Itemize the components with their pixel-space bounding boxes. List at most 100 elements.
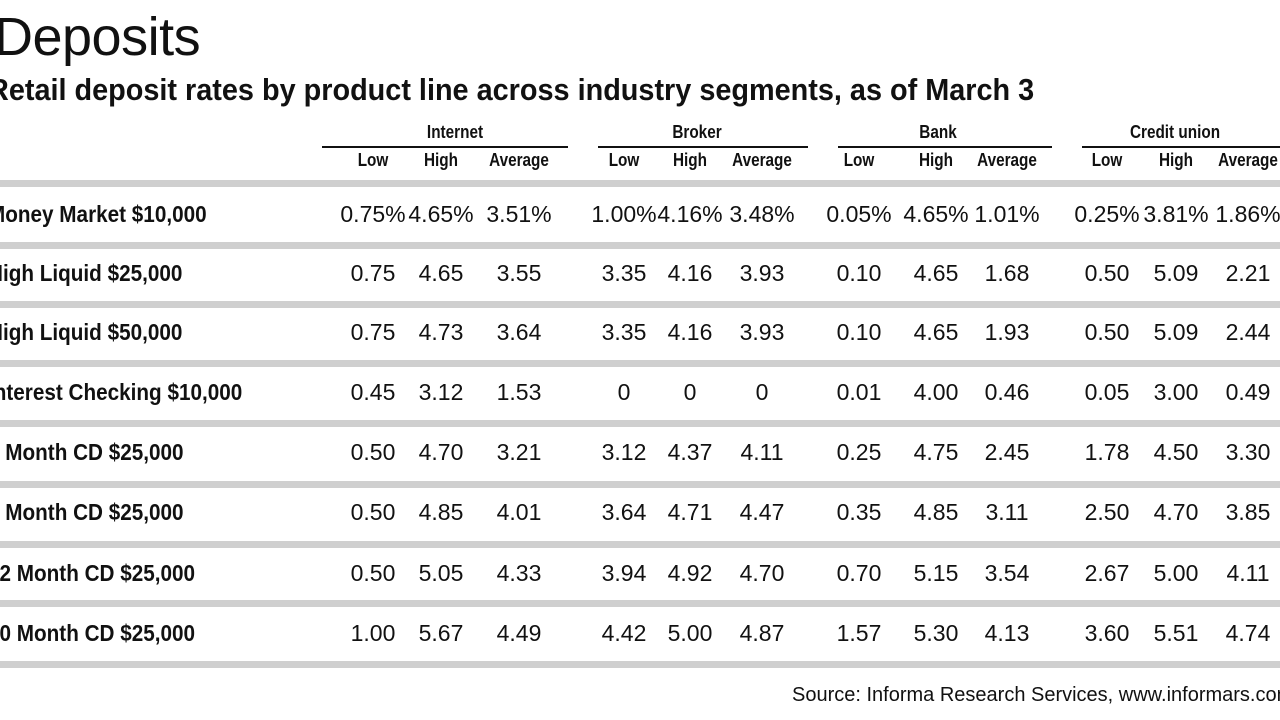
row-divider xyxy=(0,180,1280,187)
table-cell: 0.35 xyxy=(836,499,882,525)
table-cell: 4.16 xyxy=(667,319,713,345)
table-cell: 0.49 xyxy=(1225,379,1271,405)
table-cell: 0.46 xyxy=(984,379,1030,405)
row-divider xyxy=(0,600,1280,607)
table-cell: 5.15 xyxy=(913,560,959,586)
table-cell: 4.16 xyxy=(667,260,713,286)
table-cell: 3.93 xyxy=(739,260,785,286)
row-label: High Liquid $50,000 xyxy=(0,319,183,345)
table-cell: 5.09 xyxy=(1153,319,1199,345)
table-cell: 0 xyxy=(683,379,697,405)
table-cell: 4.73 xyxy=(418,319,464,345)
table-cell: 0.50 xyxy=(350,499,396,525)
table-cell: 0.25 xyxy=(836,439,882,465)
column-header: Average xyxy=(489,150,549,170)
column-header: Low xyxy=(843,150,875,170)
source-note: Source: Informa Research Services, www.i… xyxy=(792,684,1280,706)
row-label: Money Market $10,000 xyxy=(0,201,207,227)
row-label: High Liquid $25,000 xyxy=(0,260,183,286)
column-header: High xyxy=(919,150,953,170)
group-rule xyxy=(838,146,1052,148)
table-cell: 1.78 xyxy=(1084,439,1130,465)
table-cell: 5.09 xyxy=(1153,260,1199,286)
table-cell: 4.13 xyxy=(984,620,1030,646)
table-cell: 3.64 xyxy=(601,499,647,525)
table-cell: 1.53 xyxy=(496,379,542,405)
row-label: 30 Month CD $25,000 xyxy=(0,620,196,646)
table-cell: 0.50 xyxy=(350,439,396,465)
table-cell: 1.01% xyxy=(974,201,1040,227)
table-cell: 4.11 xyxy=(740,439,784,465)
table-cell: 1.00 xyxy=(350,620,396,646)
table-cell: 3.60 xyxy=(1084,620,1130,646)
table-cell: 3.94 xyxy=(601,560,647,586)
table-cell: 3.93 xyxy=(739,319,785,345)
table-cell: 0.05 xyxy=(1084,379,1130,405)
table-cell: 4.01 xyxy=(496,499,542,525)
table-cell: 3.12 xyxy=(418,379,464,405)
row-label: 9 Month CD $25,000 xyxy=(0,499,184,525)
table-cell: 3.35 xyxy=(601,319,647,345)
row-divider xyxy=(0,420,1280,427)
table-cell: 0.50 xyxy=(1084,260,1130,286)
column-header: High xyxy=(424,150,458,170)
table-cell: 2.45 xyxy=(984,439,1030,465)
table-cell: 0.45 xyxy=(350,379,396,405)
table-cell: 3.51% xyxy=(486,201,552,227)
table-cell: 4.85 xyxy=(913,499,959,525)
table-cell: 4.70 xyxy=(418,439,464,465)
table-cell: 0.50 xyxy=(1084,319,1130,345)
table-cell: 3.30 xyxy=(1225,439,1271,465)
table-cell: 4.65 xyxy=(913,319,959,345)
table-cell: 4.75 xyxy=(913,439,959,465)
table-cell: 5.67 xyxy=(418,620,464,646)
column-header: Average xyxy=(1218,150,1278,170)
table-cell: 4.85 xyxy=(418,499,464,525)
row-divider xyxy=(0,301,1280,308)
column-header: High xyxy=(1159,150,1193,170)
table-cell: 0.75 xyxy=(350,319,396,345)
table-cell: 5.00 xyxy=(1153,560,1199,586)
group-header: Internet xyxy=(426,122,484,142)
row-label: Interest Checking $10,000 xyxy=(0,379,243,405)
table-cell: 0.25% xyxy=(1074,201,1140,227)
table-cell: 5.30 xyxy=(913,620,959,646)
table-cell: 4.70 xyxy=(1153,499,1199,525)
table-cell: 3.00 xyxy=(1153,379,1199,405)
table-cell: 0.10 xyxy=(836,260,882,286)
group-rule xyxy=(1082,146,1280,148)
table-cell: 0 xyxy=(617,379,631,405)
table-cell: 3.35 xyxy=(601,260,647,286)
chart-subtitle: Retail deposit rates by product line acr… xyxy=(0,72,1035,107)
table-cell: 3.11 xyxy=(985,499,1029,525)
column-header: Low xyxy=(608,150,640,170)
table-cell: 4.37 xyxy=(667,439,713,465)
row-label: 12 Month CD $25,000 xyxy=(0,560,196,586)
table-cell: 4.42 xyxy=(601,620,647,646)
table-cell: 0 xyxy=(755,379,769,405)
table-cell: 4.71 xyxy=(667,499,713,525)
table-cell: 2.44 xyxy=(1225,319,1271,345)
table-cell: 3.55 xyxy=(496,260,542,286)
table-cell: 4.33 xyxy=(496,560,542,586)
table-cell: 3.21 xyxy=(496,439,542,465)
table-cell: 4.49 xyxy=(496,620,542,646)
column-header: Low xyxy=(1091,150,1123,170)
column-header: High xyxy=(673,150,707,170)
chart-title: Deposits xyxy=(0,7,201,67)
table-cell: 3.48% xyxy=(729,201,795,227)
row-label: 6 Month CD $25,000 xyxy=(0,439,184,465)
table-cell: 1.00% xyxy=(591,201,657,227)
table-cell: 3.85 xyxy=(1225,499,1271,525)
group-header: Bank xyxy=(919,122,957,142)
table-cell: 0.75% xyxy=(340,201,406,227)
table-cell: 5.00 xyxy=(667,620,713,646)
table-cell: 1.68 xyxy=(984,260,1030,286)
table-cell: 0.05% xyxy=(826,201,892,227)
table-cell: 4.92 xyxy=(667,560,713,586)
table-cell: 1.57 xyxy=(836,620,882,646)
column-header: Low xyxy=(357,150,389,170)
table-cell: 4.70 xyxy=(739,560,785,586)
table-cell: 4.00 xyxy=(913,379,959,405)
table-cell: 2.50 xyxy=(1084,499,1130,525)
